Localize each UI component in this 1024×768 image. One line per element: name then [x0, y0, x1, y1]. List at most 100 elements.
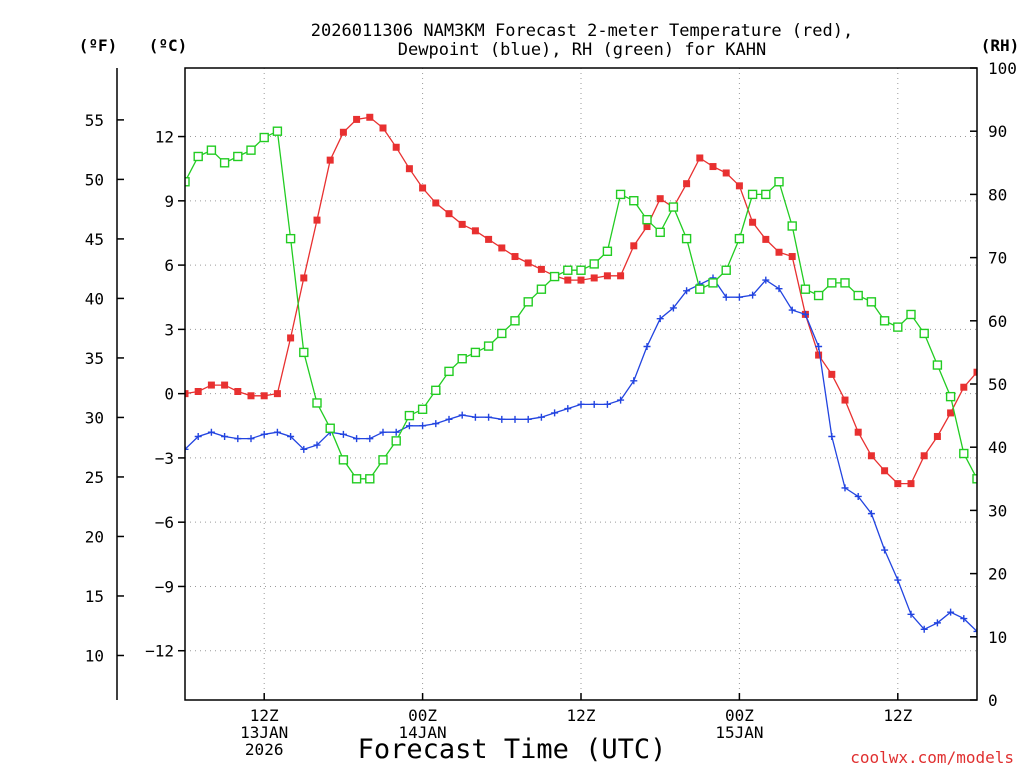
dewpoint-point: [524, 415, 532, 423]
fahrenheit-tick-label: 30: [85, 408, 104, 427]
x-tick-label: 12Z: [250, 706, 279, 725]
rh-point: [840, 278, 850, 288]
temperature-point: [537, 265, 545, 273]
dewpoint-point: [947, 608, 955, 616]
dewpoint-point: [801, 310, 809, 318]
rh-point: [272, 126, 283, 136]
dewpoint-point: [221, 432, 229, 440]
rh-point: [246, 145, 256, 155]
rh-point: [972, 474, 977, 484]
dewpoint-point: [603, 400, 611, 408]
rh-point: [457, 354, 467, 364]
series-layer: [185, 113, 977, 635]
temperature-point: [577, 276, 585, 284]
temperature-point: [392, 143, 400, 151]
dewpoint-point: [630, 377, 638, 385]
temperature-point: [405, 165, 413, 173]
x-tick-label: 2026: [245, 740, 284, 759]
rh-tick-label: 0: [988, 691, 998, 710]
rh-point: [312, 398, 322, 408]
dewpoint-point: [234, 435, 242, 443]
rh-tick-label: 20: [988, 565, 1007, 584]
dewpoint-point: [458, 411, 466, 419]
temperature-point: [458, 220, 466, 228]
temperature-point: [339, 128, 347, 136]
x-tick-label: 12Z: [883, 706, 912, 725]
dewpoint-point: [207, 428, 215, 436]
temperature-point: [485, 235, 493, 243]
dewpoint-point: [920, 625, 928, 633]
rh-point: [549, 271, 560, 282]
fahrenheit-tick-label: 40: [85, 289, 104, 308]
dewpoint-point: [973, 627, 977, 635]
temperature-point: [881, 467, 889, 475]
rh-point: [444, 366, 454, 377]
x-tick-label: 13JAN: [240, 723, 288, 742]
rh-point: [681, 233, 692, 244]
temperature-point: [788, 253, 796, 261]
x-tick-label: 14JAN: [399, 723, 447, 742]
rh-point: [185, 177, 190, 187]
rh-point: [945, 391, 956, 402]
dewpoint-point: [722, 293, 730, 301]
temperature-point: [617, 272, 625, 280]
rh-point: [536, 284, 547, 294]
temperature-point: [564, 276, 572, 284]
x-tick-label: 15JAN: [715, 723, 763, 742]
temperature-point: [947, 409, 955, 417]
dewpoint-point: [683, 287, 691, 295]
dewpoint-point: [881, 546, 889, 554]
temperature-point: [722, 169, 730, 177]
x-tick-label: 12Z: [567, 706, 596, 725]
rh-tick-label: 100: [988, 59, 1017, 78]
dewpoint-point: [419, 422, 427, 430]
dewpoint-point: [471, 413, 479, 421]
temperature-point: [854, 428, 862, 436]
temperature-point: [643, 223, 651, 231]
dewpoint-point: [669, 304, 677, 312]
dewpoint-point: [313, 441, 321, 449]
gridlines: [185, 68, 977, 700]
dewpoint-point: [564, 405, 572, 413]
fahrenheit-tick-label: 25: [85, 468, 104, 487]
dewpoint-point: [392, 428, 400, 436]
dewpoint-point: [907, 610, 915, 618]
rh-point: [510, 316, 520, 326]
rh-point: [299, 347, 309, 358]
rh-point: [483, 341, 494, 351]
temperature-point: [683, 180, 691, 188]
series-temperature: [185, 113, 977, 488]
dewpoint-point: [643, 343, 651, 351]
rh-point: [893, 322, 903, 332]
title-group: 2026011306 NAM3KM Forecast 2-meter Tempe…: [311, 21, 853, 60]
fahrenheit-tick-label: 45: [85, 230, 104, 249]
temperature-point: [762, 235, 770, 243]
dewpoint-point: [867, 510, 875, 518]
rh-point: [259, 132, 269, 143]
plot-frame: [184, 67, 978, 701]
temperature-point: [709, 163, 717, 171]
fahrenheit-tick-label: 20: [85, 527, 104, 546]
temperature-point: [511, 253, 519, 261]
celsius-tick-label: −6: [155, 513, 174, 532]
temperature-point: [300, 274, 308, 282]
dewpoint-point: [551, 409, 559, 417]
temperature-point: [933, 432, 941, 440]
fahrenheit-tick-label: 55: [85, 111, 104, 130]
temperature-point: [353, 115, 361, 123]
dewpoint-point: [498, 415, 506, 423]
fahrenheit-tick-label: 50: [85, 170, 104, 189]
dewpoint-point: [405, 422, 413, 430]
temperature-point: [907, 480, 915, 488]
dewpoint-point: [894, 576, 902, 584]
rh-point: [800, 284, 811, 294]
temperature-point: [775, 248, 783, 256]
rh-point: [576, 265, 586, 275]
dewpoint-point: [828, 432, 836, 440]
x-axis-title: Forecast Time (UTC): [358, 734, 667, 765]
dewpoint-point: [537, 413, 545, 421]
rh-point: [668, 202, 679, 212]
rh-point: [563, 265, 573, 275]
